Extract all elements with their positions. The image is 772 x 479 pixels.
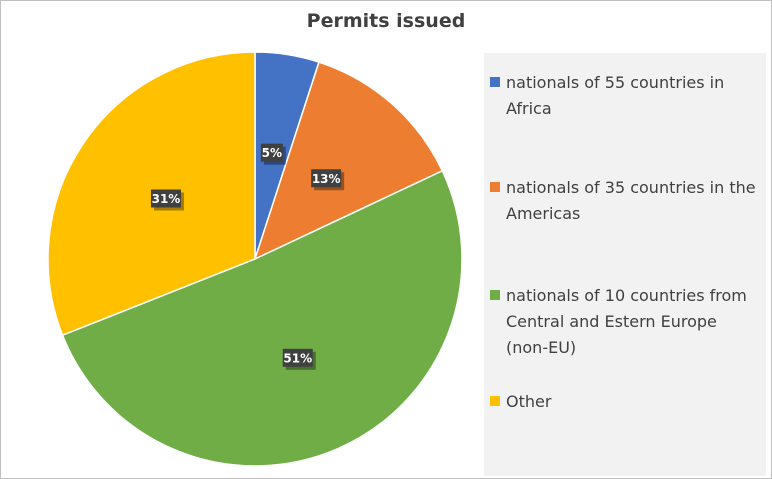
data-label-box (260, 143, 283, 162)
data-label-text: 13% (312, 172, 341, 186)
data-label-box (150, 189, 181, 208)
data-label-box (311, 169, 342, 188)
data-label-africa: 5% (260, 143, 286, 165)
legend-swatch-other (490, 396, 500, 406)
legend-label-other: Other (506, 392, 552, 411)
data-label-text: 51% (283, 351, 312, 365)
data-label-europe: 51% (282, 348, 316, 370)
legend-label-americas: nationals of 35 countries in the America… (506, 178, 756, 223)
legend-swatch-europe (490, 290, 500, 300)
pie-slice-americas (253, 61, 444, 261)
chart-title: Permits issued (306, 10, 466, 32)
legend-swatch-americas (490, 182, 500, 192)
data-label-other: 31% (150, 189, 184, 211)
data-label-box (282, 348, 313, 367)
legend-label-africa: nationals of 55 countries in Africa (506, 73, 725, 118)
legend: nationals of 55 countries in Africa nati… (484, 53, 766, 476)
legend-label-europe: nationals of 10 countries from Central a… (506, 286, 747, 357)
data-label-text: 5% (262, 146, 282, 160)
data-label-text: 31% (152, 192, 181, 206)
data-label-americas: 13% (311, 169, 345, 191)
pie-slice-europe (61, 169, 463, 467)
legend-swatch-africa (490, 77, 500, 87)
